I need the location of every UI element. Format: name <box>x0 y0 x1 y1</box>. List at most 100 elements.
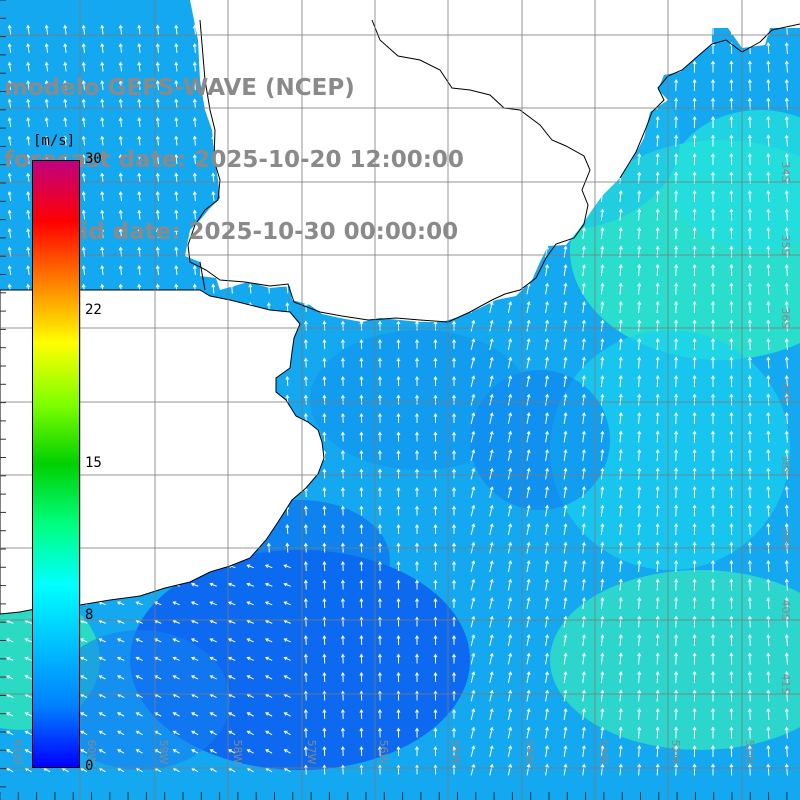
wind-arrow <box>470 319 476 332</box>
wind-arrow <box>470 504 476 517</box>
wind-arrow <box>507 689 513 702</box>
wind-arrow <box>545 523 549 536</box>
wind-arrow <box>766 42 771 55</box>
wind-arrow <box>655 652 660 665</box>
wind-arrow <box>674 227 679 240</box>
wind-arrow <box>174 191 179 202</box>
wind-arrow <box>340 653 345 664</box>
wind-arrow <box>784 652 789 665</box>
wind-arrow <box>784 356 789 369</box>
wind-arrow <box>600 282 605 295</box>
longitude-label: 52W <box>669 740 682 765</box>
wind-arrow <box>581 763 586 776</box>
wind-arrow <box>692 60 697 73</box>
wind-arrow <box>711 671 715 684</box>
wind-arrow <box>340 764 345 775</box>
wind-arrow <box>545 430 549 443</box>
longitude-labels: 61W 60W 59W 58W 57W 56W 55W 54W 53W 52W 51W <box>11 740 756 765</box>
wind-arrow <box>784 597 789 610</box>
wind-arrow <box>340 635 345 646</box>
wind-arrow <box>470 708 476 720</box>
wind-arrow <box>396 653 401 664</box>
wind-arrow <box>711 375 715 388</box>
wind-arrow <box>489 671 494 683</box>
wind-arrow <box>526 449 531 461</box>
wind-arrow <box>545 338 549 351</box>
wind-arrow <box>545 393 549 406</box>
wind-arrow <box>729 356 734 369</box>
wind-arrow <box>692 523 697 536</box>
wind-arrow <box>766 708 771 721</box>
wind-arrow <box>674 671 679 684</box>
wind-arrow <box>359 579 364 590</box>
wind-arrow <box>322 579 327 590</box>
wind-arrow <box>747 578 752 591</box>
wind-arrow <box>507 763 513 776</box>
wind-arrow <box>7 43 12 54</box>
wind-arrow <box>452 468 456 479</box>
wind-arrow <box>563 486 568 499</box>
wind-arrow <box>507 745 513 757</box>
wind-arrow <box>600 486 605 499</box>
wind-arrow <box>285 524 290 535</box>
coastline-brazil <box>619 23 800 179</box>
wind-arrow <box>414 764 419 775</box>
wind-arrow <box>116 656 125 661</box>
wind-arrow <box>600 319 605 332</box>
wind-arrow <box>283 582 291 587</box>
wind-arrow <box>7 228 12 239</box>
wind-arrow <box>489 504 494 517</box>
wind-arrow <box>98 749 106 754</box>
wind-arrow <box>711 486 715 499</box>
wind-arrow <box>81 228 86 239</box>
latitude-label: 35S <box>779 235 792 256</box>
wind-arrow <box>711 356 715 369</box>
wind-arrow <box>118 80 123 91</box>
wind-arrow <box>283 749 291 754</box>
wind-arrow <box>766 578 771 591</box>
wind-arrow <box>100 209 105 220</box>
wind-arrow <box>227 582 236 587</box>
wind-arrow <box>600 356 605 369</box>
latitude-label: 34S <box>779 162 792 183</box>
wind-arrow <box>581 227 586 240</box>
wind-arrow <box>340 357 345 368</box>
wind-arrow <box>117 712 125 717</box>
wind-arrow <box>24 730 32 736</box>
wind-arrow <box>6 749 14 754</box>
wind-arrow <box>747 449 752 462</box>
wind-arrow <box>340 487 345 498</box>
wind-arrow <box>545 301 549 314</box>
wind-arrow <box>340 598 345 609</box>
wind-arrow <box>79 638 88 643</box>
wind-arrow <box>80 730 88 736</box>
wind-arrow <box>44 80 49 91</box>
wind-arrow <box>452 561 456 572</box>
colorbar-tick-label: 15 <box>85 455 102 471</box>
wind-arrow <box>545 319 549 332</box>
wind-arrow <box>581 338 586 351</box>
wind-arrow <box>489 393 494 406</box>
wind-arrow <box>526 745 531 757</box>
wind-arrow <box>600 615 605 628</box>
wind-arrow <box>766 449 771 462</box>
wind-arrow <box>265 730 273 736</box>
wind-arrow <box>692 356 697 369</box>
wind-arrow <box>489 560 494 572</box>
wind-arrow <box>452 616 456 627</box>
land-north <box>0 0 800 322</box>
wind-arrow <box>766 597 771 610</box>
wind-arrow <box>155 98 160 109</box>
wind-arrow <box>116 601 125 606</box>
wind-arrow <box>322 487 327 498</box>
wind-arrow <box>359 561 364 572</box>
wind-arrow <box>784 245 789 258</box>
wind-arrow <box>526 393 531 406</box>
wind-arrow <box>729 763 734 776</box>
wind-arrow <box>600 264 605 277</box>
wind-arrow <box>637 319 642 332</box>
wind-arrow <box>489 375 494 387</box>
wind-arrow <box>377 413 382 424</box>
wind-arrow <box>563 560 568 573</box>
